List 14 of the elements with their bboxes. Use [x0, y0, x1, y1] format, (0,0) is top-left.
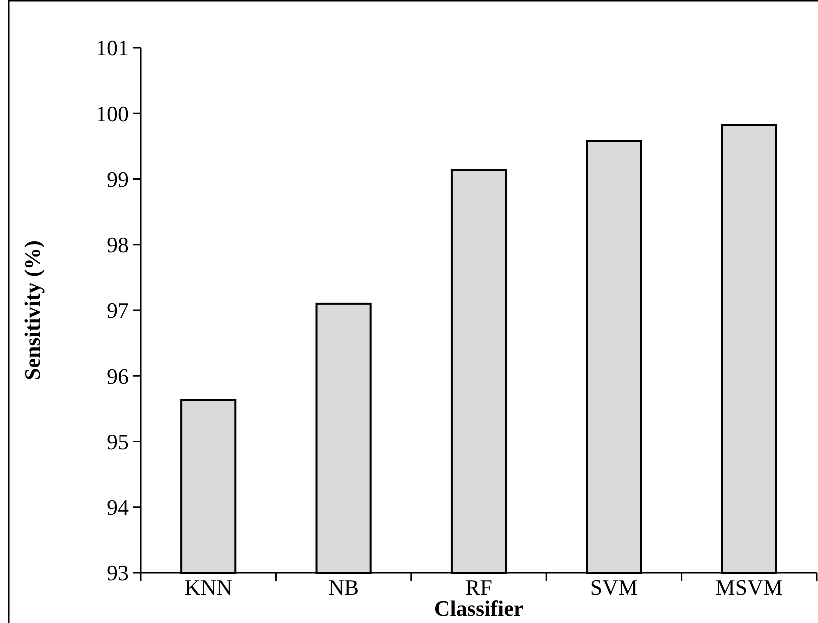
y-tick-label: 98 — [107, 232, 129, 258]
y-tick-label: 100 — [96, 101, 129, 126]
y-tick-label: 99 — [107, 166, 129, 192]
y-tick-label: 97 — [107, 298, 129, 324]
y-tick-label: 93 — [107, 560, 129, 586]
x-tick-label: NB — [328, 575, 360, 600]
x-tick-label: KNN — [184, 575, 233, 600]
y-tick-label: 94 — [107, 495, 129, 520]
y-tick-label: 95 — [107, 429, 129, 454]
x-tick-label: MSVM — [716, 575, 784, 600]
y-tick-label: 101 — [96, 36, 129, 61]
y-tick-label: 96 — [107, 364, 129, 389]
y-axis-title: Sensitivity (%) — [20, 240, 45, 380]
x-tick-label: SVM — [590, 575, 638, 600]
